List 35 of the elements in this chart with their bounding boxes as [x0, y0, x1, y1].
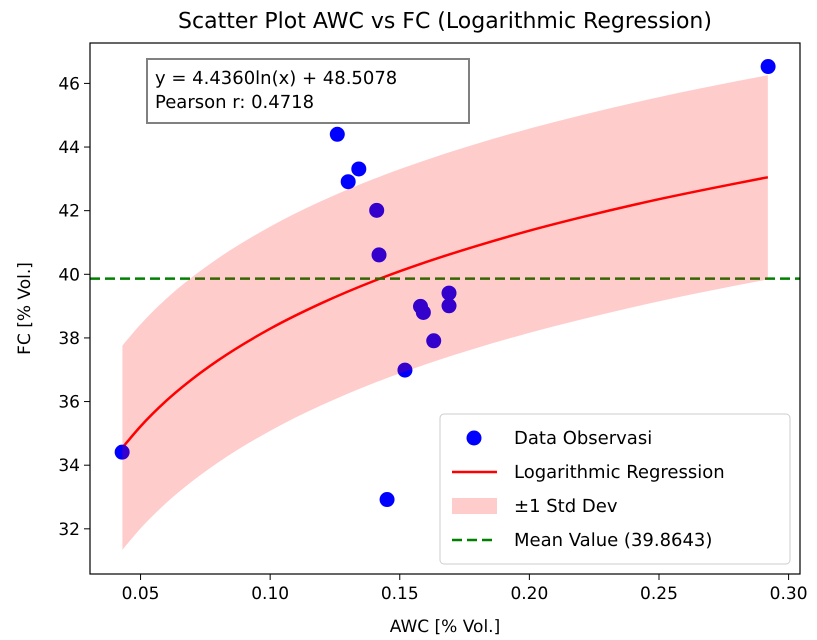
x-tick-label: 0.30 [770, 584, 808, 604]
annotation: y = 4.4360ln(x) + 48.5078 Pearson r: 0.4718 [155, 68, 398, 113]
legend-label: Mean Value (39.8643) [514, 530, 712, 551]
chart-title: Scatter Plot AWC vs FC (Logarithmic Regression) [178, 9, 712, 34]
point [351, 161, 366, 176]
y-tick-label: 38 [58, 328, 80, 349]
point [416, 304, 431, 320]
y-tick-label: 32 [58, 520, 80, 540]
y-axis-title: FC [% Vol.] [15, 262, 35, 355]
point [372, 247, 387, 262]
x-tick-label: 0.05 [122, 584, 160, 604]
point [426, 333, 442, 348]
x-tick-label: 0.20 [510, 584, 548, 604]
y-tick-label: 34 [58, 456, 80, 476]
point [330, 126, 345, 142]
point [760, 59, 776, 74]
y-tick-label: 42 [58, 202, 80, 222]
x-axis-title: AWC [% Vol.] [390, 617, 500, 637]
point [442, 298, 457, 314]
x-tick-label: 0.15 [380, 584, 419, 604]
x-tick-label: 0.25 [640, 584, 678, 604]
y-tick-label: 40 [58, 265, 80, 286]
y-tick-label: 44 [58, 138, 80, 158]
point [380, 492, 395, 508]
point [369, 202, 384, 218]
point [340, 174, 356, 190]
point [442, 286, 457, 301]
point [114, 444, 130, 460]
legend-label: Logarithmic Regression [514, 462, 725, 483]
legend-label: Data Observasi [514, 428, 652, 449]
annotation: ±1 Std Dev [514, 496, 618, 517]
x-tick-label: 0.10 [251, 584, 290, 604]
y-tick-label: 46 [58, 74, 80, 94]
y-tick-label: 36 [58, 392, 80, 413]
point [397, 362, 412, 378]
